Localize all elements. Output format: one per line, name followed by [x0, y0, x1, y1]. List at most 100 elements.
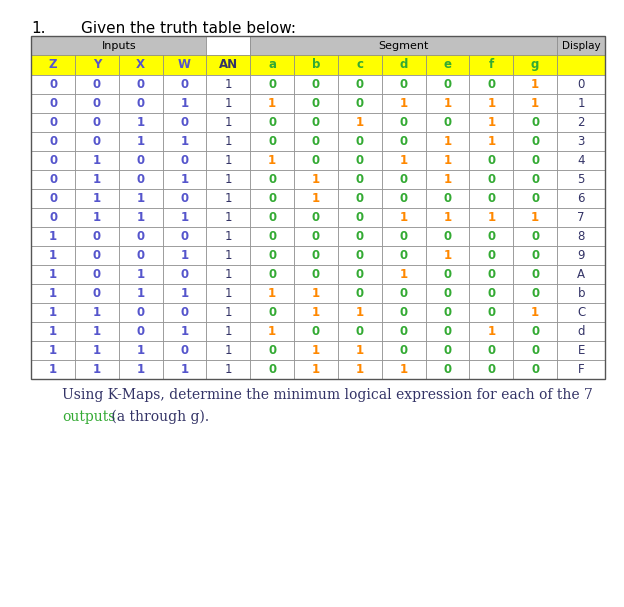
Text: 0: 0 — [268, 306, 276, 319]
Bar — [382, 303, 426, 322]
Text: 0: 0 — [399, 344, 407, 358]
Bar — [294, 227, 338, 246]
Bar — [469, 265, 514, 284]
Text: 1: 1 — [93, 325, 101, 338]
Text: E: E — [577, 344, 585, 358]
Text: 1: 1 — [93, 192, 101, 205]
Bar — [207, 75, 250, 93]
Text: 1: 1 — [180, 249, 188, 262]
Text: Given the truth table below:: Given the truth table below: — [81, 21, 296, 36]
Text: 0: 0 — [93, 268, 101, 281]
Bar — [557, 55, 605, 75]
Text: 2: 2 — [577, 116, 585, 129]
Text: 0: 0 — [49, 211, 57, 224]
Text: 0: 0 — [312, 325, 320, 338]
Bar — [514, 75, 557, 93]
Text: 1: 1 — [49, 287, 57, 300]
Text: 0: 0 — [180, 306, 188, 319]
Bar — [31, 208, 75, 227]
Bar — [514, 284, 557, 303]
Text: 0: 0 — [487, 230, 495, 243]
Text: 1: 1 — [312, 287, 320, 300]
Bar — [294, 93, 338, 113]
Text: 1: 1 — [225, 211, 232, 224]
Bar — [31, 55, 75, 75]
Bar — [250, 170, 294, 189]
Text: 1: 1 — [444, 173, 452, 186]
Bar — [294, 322, 338, 341]
Bar — [557, 341, 605, 361]
Text: 0: 0 — [312, 268, 320, 281]
Text: 1: 1 — [93, 154, 101, 167]
Text: 0: 0 — [49, 154, 57, 167]
Bar — [31, 265, 75, 284]
Text: 1: 1 — [487, 211, 495, 224]
Text: 0: 0 — [487, 173, 495, 186]
Text: (a through g).: (a through g). — [107, 410, 210, 424]
Text: 0: 0 — [399, 230, 407, 243]
Text: 0: 0 — [399, 287, 407, 300]
Text: 0: 0 — [312, 78, 320, 90]
Bar — [514, 303, 557, 322]
Text: 0: 0 — [180, 78, 188, 90]
Text: X: X — [136, 58, 145, 72]
Text: 1: 1 — [531, 211, 539, 224]
Text: b: b — [312, 58, 320, 72]
Text: g: g — [531, 58, 539, 72]
Bar — [75, 132, 119, 151]
Bar — [382, 189, 426, 208]
Bar — [207, 113, 250, 132]
Bar — [250, 341, 294, 361]
Bar — [75, 265, 119, 284]
Text: 0: 0 — [180, 230, 188, 243]
Bar — [75, 170, 119, 189]
Bar — [119, 208, 163, 227]
Bar — [338, 284, 382, 303]
Bar — [31, 132, 75, 151]
Text: 1: 1 — [312, 364, 320, 376]
Bar — [557, 113, 605, 132]
Text: 0: 0 — [487, 154, 495, 167]
Bar — [31, 113, 75, 132]
Bar — [382, 151, 426, 170]
Bar — [294, 151, 338, 170]
Bar — [119, 55, 163, 75]
Text: 0: 0 — [268, 230, 276, 243]
Bar — [207, 55, 250, 75]
Text: 0: 0 — [531, 135, 539, 148]
Bar — [163, 208, 207, 227]
Bar — [338, 303, 382, 322]
Bar — [382, 227, 426, 246]
Text: 0: 0 — [531, 116, 539, 129]
Bar — [294, 303, 338, 322]
Bar — [31, 227, 75, 246]
Text: 0: 0 — [356, 192, 364, 205]
Text: 1: 1 — [180, 364, 188, 376]
Text: 1: 1 — [225, 364, 232, 376]
Text: 1: 1 — [487, 116, 495, 129]
Bar — [207, 189, 250, 208]
Text: A: A — [577, 268, 585, 281]
Text: 0: 0 — [444, 306, 452, 319]
Text: 1: 1 — [93, 173, 101, 186]
Text: 1: 1 — [268, 154, 276, 167]
Bar — [119, 265, 163, 284]
Text: 1: 1 — [137, 211, 145, 224]
Text: 0: 0 — [531, 325, 539, 338]
Bar — [557, 265, 605, 284]
Text: 0: 0 — [137, 325, 145, 338]
Text: 0: 0 — [356, 249, 364, 262]
Bar — [514, 151, 557, 170]
Bar — [426, 322, 469, 341]
Text: 0: 0 — [356, 211, 364, 224]
Bar — [294, 170, 338, 189]
Bar — [469, 151, 514, 170]
Text: 0: 0 — [444, 268, 452, 281]
Bar — [469, 361, 514, 379]
Text: 0: 0 — [444, 230, 452, 243]
Bar — [426, 93, 469, 113]
Bar — [557, 246, 605, 265]
Text: 1: 1 — [137, 287, 145, 300]
Text: W: W — [178, 58, 191, 72]
Bar — [119, 284, 163, 303]
